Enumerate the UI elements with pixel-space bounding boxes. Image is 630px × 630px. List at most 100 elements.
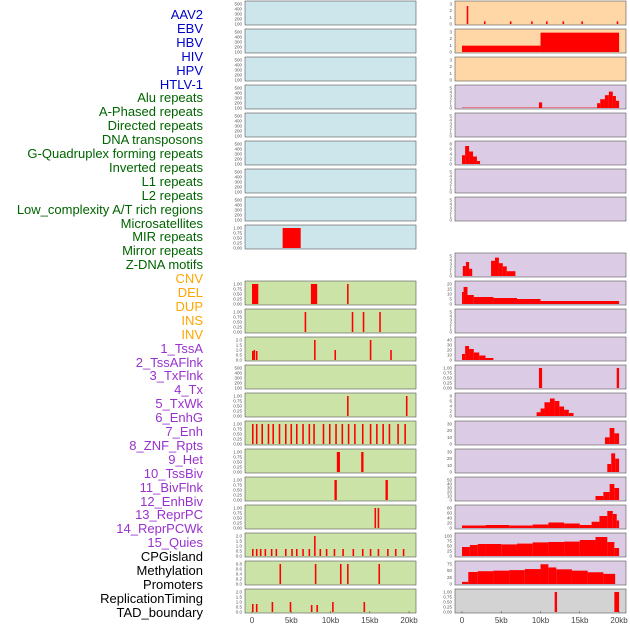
y-tick-label: 400 (234, 203, 242, 208)
data-bar (382, 424, 384, 444)
panel-bg (244, 476, 417, 502)
data-bar (483, 21, 486, 24)
y-tick-label: 300 (234, 152, 242, 157)
y-tick-label: 0.50 (233, 488, 242, 493)
data-bar (462, 354, 466, 360)
data-bar (501, 544, 517, 556)
y-tick-label: 100 (234, 50, 242, 55)
y-tick-label: 25 (447, 549, 453, 554)
data-bar (600, 99, 605, 108)
data-bar (304, 312, 307, 332)
data-bar (316, 605, 318, 612)
data-bar (405, 396, 408, 416)
track-label: Low_complexity A/T rich regions (16, 201, 203, 217)
y-tick-label: 1.00 (443, 590, 452, 595)
data-bar (385, 480, 388, 500)
data-bar (379, 312, 381, 332)
data-bar (462, 292, 464, 304)
data-bar (333, 549, 336, 556)
data-bar (614, 592, 620, 612)
y-tick-label: 4 (449, 152, 452, 157)
data-bar (291, 549, 293, 556)
track-label: Alu repeats (137, 90, 203, 106)
data-bar (556, 569, 572, 584)
y-tick-label: 2 (449, 126, 452, 131)
data-bar (548, 542, 565, 556)
data-bar (498, 263, 503, 276)
y-tick-label: 5 (449, 310, 452, 315)
track-label: DEL (177, 285, 203, 300)
y-tick-label: 400 (234, 371, 242, 376)
y-tick-label: 4 (449, 118, 452, 123)
data-bar (591, 521, 600, 528)
data-bar (465, 262, 470, 276)
y-tick-label: 3 (449, 262, 452, 267)
data-bar (615, 100, 620, 108)
data-bar (472, 156, 477, 164)
data-bar (272, 424, 274, 444)
y-tick-label: 0.00 (233, 330, 242, 335)
data-bar (255, 424, 258, 444)
data-bar (264, 549, 267, 556)
data-bar (341, 424, 344, 444)
y-tick-label: 5 (449, 86, 452, 91)
y-tick-label: 0.00 (233, 414, 242, 419)
data-bar (581, 21, 583, 24)
y-tick-label: 0.25 (443, 381, 452, 386)
track-label: L2 repeats (141, 187, 203, 203)
data-bar (612, 514, 617, 528)
track-label: 2_TssAFlnk (135, 354, 203, 370)
data-bar (516, 543, 533, 556)
y-tick-label: 40 (447, 516, 453, 521)
data-bar (252, 424, 254, 444)
data-bar (325, 549, 328, 556)
data-bar (536, 412, 541, 416)
data-bar (252, 604, 254, 612)
y-tick-label: 40 (447, 338, 453, 343)
data-bar (559, 406, 565, 416)
data-bar (308, 424, 311, 444)
panel-bg (454, 140, 627, 166)
data-bar (599, 516, 608, 528)
data-bar (597, 103, 601, 108)
y-tick-label: 0 (449, 190, 452, 195)
data-bar (390, 350, 392, 360)
y-tick-label: 0.4 (236, 572, 243, 577)
y-tick-label: 0.25 (233, 437, 242, 442)
y-tick-label: 30 (447, 343, 453, 348)
y-tick-label: 0.00 (443, 386, 452, 391)
data-bar (531, 21, 533, 24)
data-bar (270, 549, 273, 556)
data-bar (253, 350, 256, 360)
track-label: Mirror repeats (122, 243, 203, 259)
data-bar (387, 549, 389, 556)
data-bar (402, 549, 405, 556)
x-tick-label: 10kb (322, 616, 340, 625)
y-tick-label: 300 (234, 40, 242, 45)
data-bar (604, 95, 609, 108)
y-tick-label: 10 (447, 292, 453, 297)
y-tick-label: 500 (234, 142, 242, 147)
track-label: EBV (176, 20, 203, 36)
y-tick-label: 0 (449, 554, 452, 559)
y-tick-label: 6 (449, 399, 452, 404)
data-bar (284, 424, 287, 444)
y-tick-label: 1.00 (233, 506, 242, 511)
y-tick-label: 2.0 (236, 338, 243, 343)
y-tick-label: 0.50 (233, 404, 242, 409)
y-tick-label: 0.25 (233, 297, 242, 302)
data-bar (603, 573, 616, 584)
y-tick-label: 2.0 (236, 590, 243, 595)
data-bar (612, 96, 616, 108)
data-bar (502, 266, 507, 276)
data-bar (491, 260, 495, 276)
data-bar (477, 571, 494, 584)
y-tick-label: 0 (449, 302, 452, 307)
y-tick-label: 200 (234, 213, 242, 218)
y-tick-label: 2 (449, 409, 452, 414)
y-tick-label: 300 (234, 208, 242, 213)
data-bar (252, 284, 259, 304)
y-tick-label: 0.2 (236, 577, 243, 582)
data-bar (394, 549, 397, 556)
data-bar (614, 488, 620, 500)
